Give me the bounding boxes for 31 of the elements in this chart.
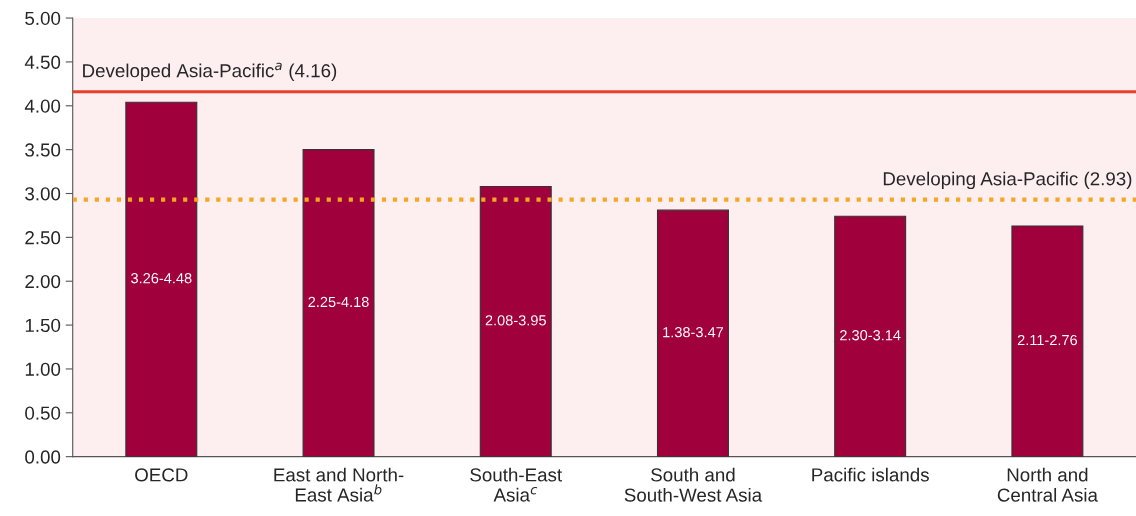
y-tick-label: 5.00 xyxy=(25,11,61,26)
y-tick-label: 0.50 xyxy=(25,406,61,420)
y-tick-label: 3.50 xyxy=(25,143,61,157)
y-tick-label: 1.50 xyxy=(25,318,61,333)
data-label: 1.38-3.47 xyxy=(663,327,724,338)
x-tick-label: North and Central Asia xyxy=(997,467,1098,502)
bar xyxy=(125,101,198,457)
y-tick-label: 1.00 xyxy=(25,362,61,376)
data-label: 3.26-4.48 xyxy=(131,273,192,284)
y-tick-label: 2.00 xyxy=(25,274,61,289)
y-tick-label: 0.00 xyxy=(25,450,61,464)
y-tick-label: 2.50 xyxy=(25,231,61,245)
data-label: 2.30-3.14 xyxy=(840,330,901,341)
y-tick-label: 3.00 xyxy=(25,187,61,201)
x-tick-label: South-East Asia$^{c}$ xyxy=(470,467,562,502)
y-tick-label: 4.50 xyxy=(24,55,61,69)
ref-line-label: Developing Asia-Pacific (2.93) xyxy=(883,171,1132,190)
x-tick-label: Pacific islands xyxy=(812,467,929,482)
bar xyxy=(656,209,729,457)
x-tick-label: OECD xyxy=(135,468,188,482)
data-label: 2.11-2.76 xyxy=(1017,334,1078,346)
x-tick-label: East and North- East Asia$^{b}$ xyxy=(274,467,404,502)
y-tick-label: 4.00 xyxy=(24,99,61,113)
ref-line-label: Developed Asia-Pacific$^{a}$ (4.16) xyxy=(83,62,337,82)
bar xyxy=(1011,225,1084,457)
bar xyxy=(302,149,375,457)
data-label: 2.25-4.18 xyxy=(308,296,369,308)
data-label: 2.08-3.95 xyxy=(485,315,546,326)
x-tick-label: South and South-West Asia xyxy=(624,467,763,502)
bar xyxy=(479,185,552,457)
bar xyxy=(834,215,907,457)
